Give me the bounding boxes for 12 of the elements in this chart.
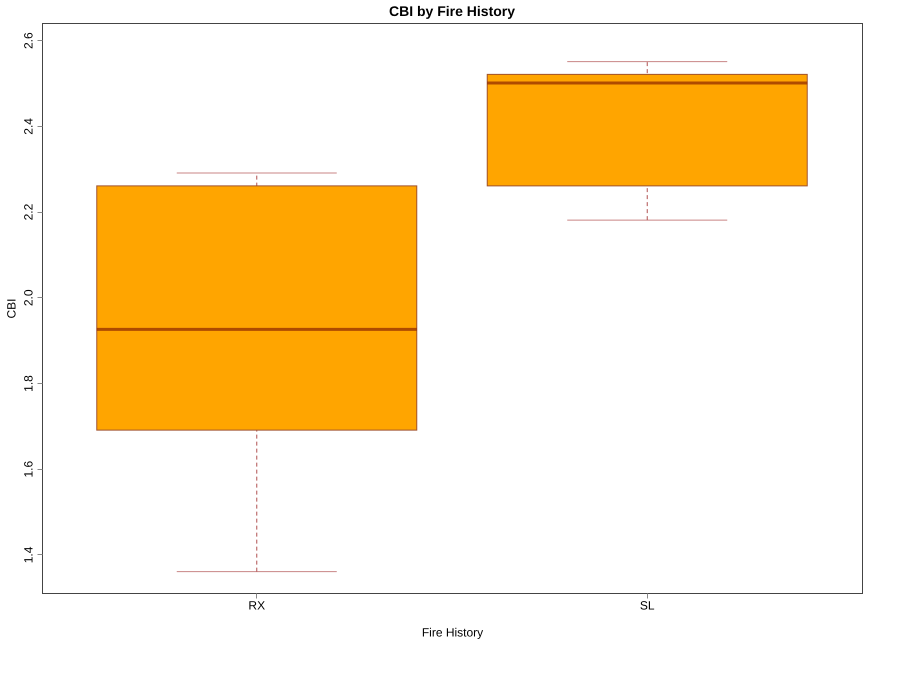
y-tick-label: 2.0 bbox=[22, 289, 36, 306]
y-axis-title: CBI bbox=[4, 298, 18, 319]
x-tick-label: RX bbox=[248, 598, 266, 612]
chart-title: CBI by Fire History bbox=[388, 3, 516, 19]
y-tick-label: 1.6 bbox=[22, 460, 36, 478]
x-tick-label: SL bbox=[640, 598, 655, 612]
y-tick-label: 1.4 bbox=[22, 546, 36, 564]
y-tick-label: 2.4 bbox=[22, 118, 36, 135]
y-tick-label: 2.2 bbox=[22, 203, 36, 220]
x-axis-title: Fire History bbox=[422, 626, 484, 640]
y-tick-label: 1.8 bbox=[22, 374, 36, 392]
y-tick-label: 2.6 bbox=[22, 32, 36, 49]
